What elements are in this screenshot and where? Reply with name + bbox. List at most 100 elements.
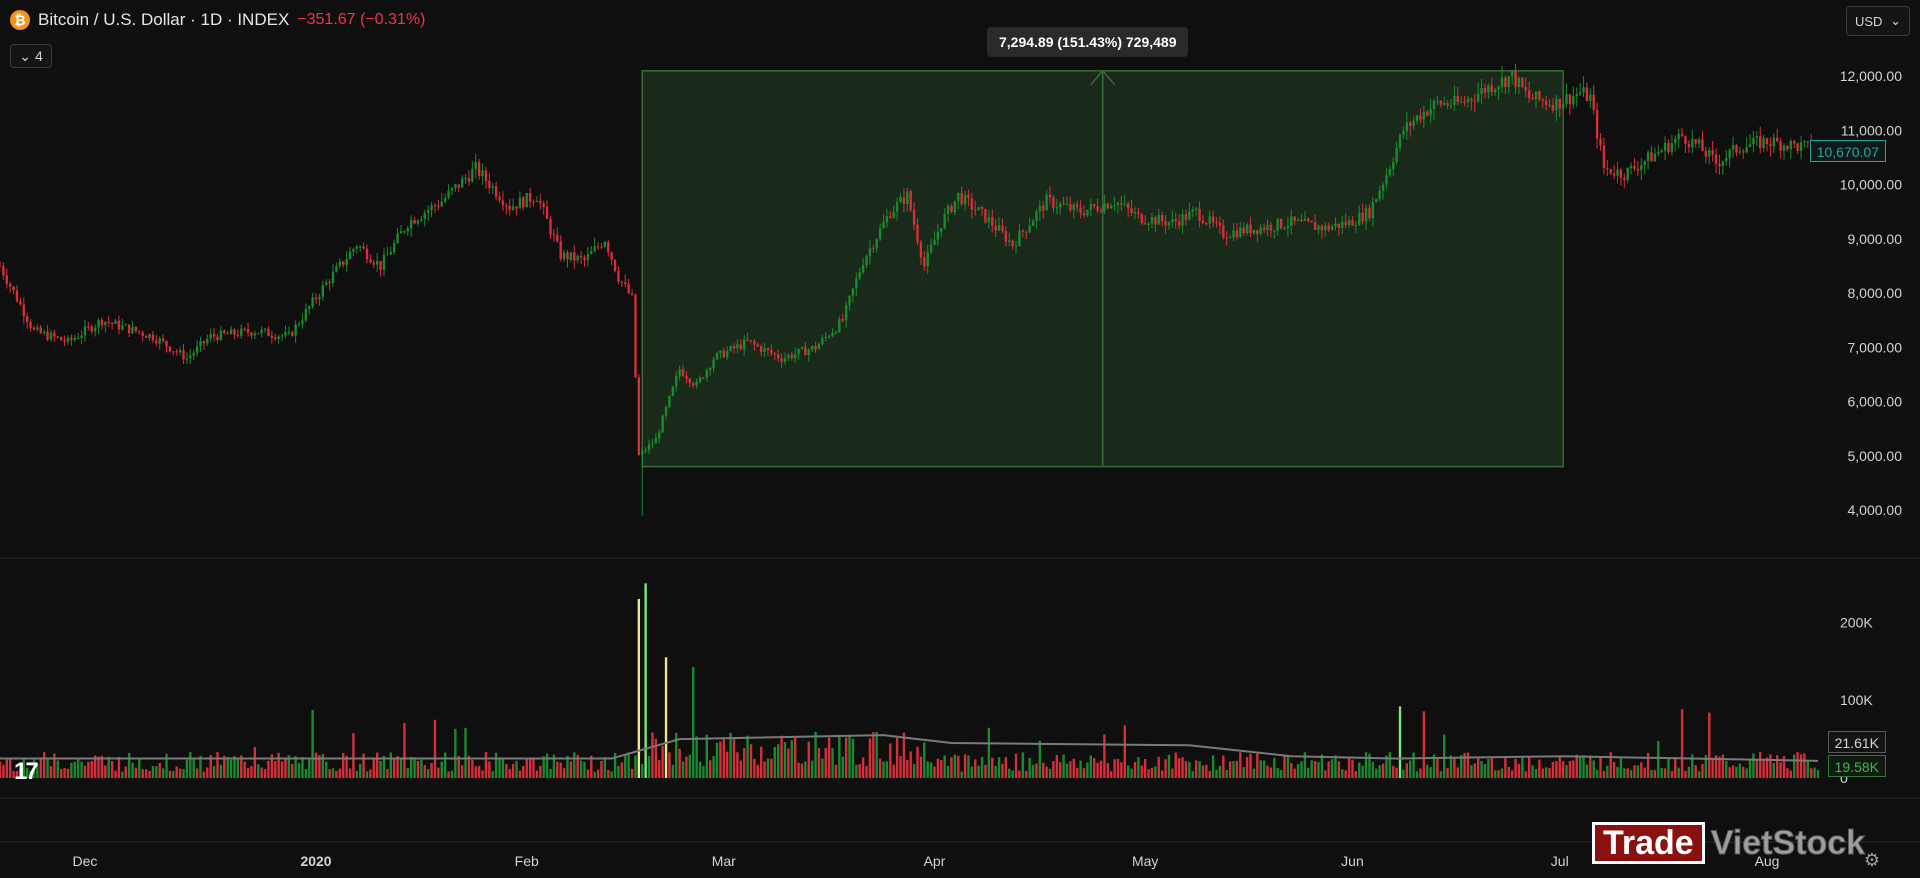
volume-bar xyxy=(1252,768,1256,778)
volume-bar xyxy=(1759,752,1762,778)
volume-bar xyxy=(967,755,970,778)
volume-bar xyxy=(5,759,8,778)
volume-bar xyxy=(1259,760,1262,778)
volume-bar xyxy=(1595,769,1599,778)
volume-bar xyxy=(940,760,943,778)
volume-bar xyxy=(1256,753,1259,778)
time-axis[interactable]: Dec 2020 Feb Mar Apr May Jun Jul Aug xyxy=(73,853,1780,869)
candle xyxy=(359,244,362,252)
candle xyxy=(1409,120,1412,137)
candle xyxy=(705,368,709,382)
candle xyxy=(1109,203,1113,209)
volume-bar xyxy=(1548,767,1551,778)
candle xyxy=(328,279,331,291)
candle xyxy=(1555,94,1558,121)
candle xyxy=(1718,154,1721,175)
volume-bar xyxy=(579,760,583,778)
gear-icon[interactable]: ⚙ xyxy=(1863,850,1880,870)
candle xyxy=(1687,140,1691,153)
candle xyxy=(1160,211,1164,227)
candle xyxy=(1439,99,1442,108)
volume-bar xyxy=(974,759,977,778)
volume-bar xyxy=(855,764,858,778)
price-tick-label: 12,000.00 xyxy=(1840,68,1902,84)
candle xyxy=(756,342,759,348)
candle xyxy=(1595,102,1599,149)
candle xyxy=(946,203,950,223)
volume-bar xyxy=(1748,760,1752,778)
currency-select[interactable]: USD ⌄ xyxy=(1846,6,1910,36)
price-axis[interactable]: 12,000.00 11,000.00 10,000.00 9,000.00 8,000… xyxy=(1840,68,1903,518)
indicators-toggle-button[interactable]: ⌄ 4 xyxy=(10,44,52,68)
candle xyxy=(280,333,284,341)
candle xyxy=(195,339,199,357)
volume-bar xyxy=(471,760,474,778)
candle xyxy=(661,414,664,433)
volume-bar xyxy=(233,756,236,778)
volume-bar xyxy=(386,769,389,778)
volume-bar xyxy=(1691,754,1694,778)
candle xyxy=(1225,231,1228,246)
candle xyxy=(409,215,413,237)
volume-axis[interactable]: 200K 100K 0 xyxy=(1840,614,1873,786)
candle xyxy=(668,395,671,409)
candle xyxy=(940,227,943,238)
candle xyxy=(1354,221,1358,233)
volume-bar xyxy=(501,757,505,778)
candle xyxy=(87,321,90,331)
volume-bar xyxy=(202,771,206,778)
candle xyxy=(790,351,793,361)
time-tick-label: Dec xyxy=(73,853,98,869)
candle xyxy=(1402,126,1405,139)
symbol-title[interactable]: Bitcoin / U.S. Dollar · 1D · INDEX xyxy=(38,10,290,29)
volume-bar xyxy=(426,769,430,778)
candle xyxy=(189,349,192,365)
volume-bar xyxy=(1150,767,1154,778)
price-tick-label: 9,000.00 xyxy=(1848,231,1903,247)
volume-bar xyxy=(1789,770,1793,778)
volume-bar xyxy=(838,736,841,778)
candle xyxy=(70,334,73,346)
volume-bar xyxy=(63,768,66,778)
volume-bar xyxy=(399,759,403,778)
volume-bar xyxy=(165,753,168,778)
watermark-part2: VietStock xyxy=(1710,823,1866,862)
candle xyxy=(1279,218,1283,231)
volume-bar xyxy=(270,754,274,778)
volume-bar xyxy=(970,766,974,778)
candle xyxy=(1215,217,1218,228)
candle xyxy=(53,329,56,342)
tradingview-logo[interactable]: 17 xyxy=(14,758,39,785)
candle xyxy=(379,260,382,277)
volume-bar xyxy=(977,765,980,778)
candle xyxy=(325,279,328,286)
candle xyxy=(1752,130,1755,153)
candle xyxy=(1606,160,1609,177)
candle xyxy=(770,344,773,357)
candle xyxy=(1443,96,1446,107)
volume-bar xyxy=(872,732,875,778)
candle xyxy=(1782,143,1786,161)
volume-bar xyxy=(73,761,76,778)
candle xyxy=(1708,146,1711,165)
candle xyxy=(552,229,556,242)
candle xyxy=(1453,85,1456,111)
volume-bar xyxy=(1609,752,1612,778)
volume-bar xyxy=(175,766,178,778)
candle xyxy=(603,240,607,249)
time-tick-label: 2020 xyxy=(300,853,331,869)
volume-bar xyxy=(1147,769,1150,778)
candle xyxy=(647,439,651,454)
volume-bar xyxy=(1565,765,1568,778)
volume-bar xyxy=(658,760,661,778)
candle xyxy=(624,274,627,288)
candle xyxy=(1541,97,1544,108)
candle xyxy=(216,334,219,344)
volume-bar xyxy=(1575,754,1578,778)
candle xyxy=(1184,209,1188,226)
volume-bar xyxy=(1164,759,1167,778)
candle xyxy=(1483,83,1487,99)
candle xyxy=(1313,214,1317,230)
candle xyxy=(1218,216,1222,235)
